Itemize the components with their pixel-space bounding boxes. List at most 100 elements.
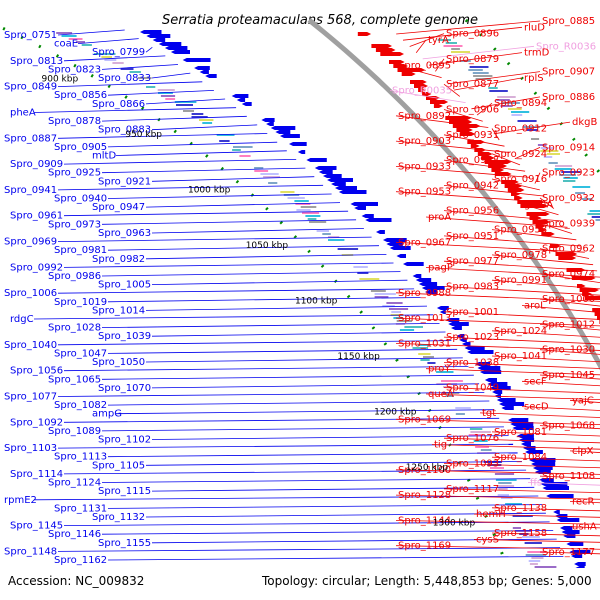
right-callout-line: [425, 368, 600, 376]
right-callout-line: [402, 26, 523, 41]
right-callout-line: [527, 482, 600, 486]
left-callout-line: [145, 98, 226, 105]
left-callout-line: [107, 504, 543, 509]
left-gene-label: Spro_1114: [10, 469, 63, 480]
right-callout-line: [395, 343, 600, 351]
left-gene-label: Spro_1162: [54, 555, 107, 566]
right-callout-line: [569, 450, 600, 453]
right-callout-line: [429, 52, 523, 66]
right-callout-line: [415, 39, 427, 53]
right-callout-line: [443, 83, 461, 97]
right-callout-line: [491, 507, 600, 512]
right-gene-label: Spro_0885: [542, 16, 595, 27]
left-gene-label: Spro_0813: [10, 56, 63, 67]
right-callout-line: [395, 166, 531, 178]
right-callout-line: [396, 20, 541, 35]
right-gene-label: Spro_1012: [542, 319, 595, 330]
left-callout-line: [101, 64, 179, 70]
right-gene-label: aroL: [524, 301, 546, 312]
right-gene-label: Spro_1031: [398, 338, 451, 349]
right-callout-line: [395, 115, 489, 128]
right-callout-line: [569, 399, 600, 403]
right-callout-line: [521, 406, 600, 411]
right-callout-line: [539, 475, 600, 479]
left-gene-label: Spro_0992: [10, 262, 63, 273]
ruler-label: 900 kbp: [42, 75, 79, 85]
left-gene-label: Spro_0751: [4, 30, 57, 41]
right-callout-line: [425, 267, 600, 278]
left-gene-label: Spro_1092: [10, 417, 63, 428]
left-gene-label: mltD: [92, 151, 116, 162]
right-callout-line: [395, 191, 550, 203]
left-gene-label: Spro_0905: [54, 142, 107, 153]
right-gene-label: Spro_0877: [446, 79, 499, 90]
left-gene-label: Spro_1056: [10, 366, 63, 377]
left-gene-label: rpmE2: [4, 495, 37, 506]
right-callout-line: [431, 444, 600, 450]
left-gene-label: Spro_1103: [4, 443, 57, 454]
right-gene-label: Spro_1081: [494, 427, 547, 438]
left-callout-line: [101, 115, 247, 122]
right-gene-label: Spro_1013: [398, 313, 451, 324]
left-gene-label: Spro_0887: [4, 133, 57, 144]
right-gene-label: Spro_0894: [494, 98, 547, 109]
left-gene-label: Spro_1131: [54, 503, 107, 514]
left-callout-line: [145, 254, 387, 260]
right-gene-label: Spro_0892: [398, 111, 451, 122]
left-gene-label: Spro_1113: [54, 452, 107, 463]
right-gene-label: gmhA: [524, 199, 553, 210]
right-gene-label: Spro_0932: [542, 193, 595, 204]
left-callout-line: [63, 159, 297, 165]
left-callout-line: [151, 228, 364, 234]
left-gene-label: rdgC: [10, 314, 34, 325]
right-gene-label: Spro_0951: [446, 231, 499, 242]
right-callout-line: [491, 355, 600, 363]
left-callout-line: [57, 81, 203, 87]
right-gene-label: rluD: [524, 22, 545, 33]
left-callout-line: [145, 46, 153, 53]
left-callout-line: [57, 133, 268, 139]
left-gene-label: Spro_0921: [98, 176, 151, 187]
right-callout-line: [491, 128, 500, 141]
right-callout-line: [491, 330, 600, 338]
left-gene-label: Spro_1115: [98, 486, 151, 497]
backbone-ring: [307, 18, 600, 371]
right-callout-line: [491, 456, 600, 462]
left-gene-label: Spro_1105: [92, 460, 145, 471]
right-callout-line: [443, 159, 526, 172]
left-gene-label: Spro_0849: [4, 82, 57, 93]
left-callout-line: [63, 521, 550, 526]
left-callout-line: [101, 530, 554, 535]
right-gene-label: Spro_0988: [398, 288, 451, 299]
ruler-label: 1150 kbp: [337, 352, 380, 362]
right-gene-label: Spro_0978: [494, 250, 547, 261]
right-gene-label: Spro_1041: [494, 351, 547, 362]
right-callout-line: [443, 286, 600, 296]
ruler-label: 1200 kbp: [374, 408, 417, 418]
right-callout-line: [443, 463, 600, 469]
right-gene-label: Spro_1030: [542, 345, 595, 356]
left-callout-line: [63, 210, 349, 217]
left-gene-label: Spro_0941: [4, 185, 57, 196]
left-callout-line: [101, 426, 504, 432]
right-callout-line: [539, 222, 573, 234]
right-callout-line: [447, 71, 541, 85]
left-gene-label: Spro_1132: [92, 512, 145, 523]
right-callout-line: [443, 488, 600, 494]
feature-band-outer: [437, 39, 600, 221]
left-gene-label: Spro_1014: [92, 305, 145, 316]
right-gene-label: Spro_1038: [446, 357, 499, 368]
right-gene-label: Spro_0895: [398, 60, 451, 71]
right-callout-line: [389, 90, 466, 103]
right-gene-label: Spro_0914: [542, 142, 595, 153]
right-callout-line: [443, 235, 581, 247]
right-callout-line: [395, 469, 600, 475]
right-callout-line: [491, 279, 600, 290]
left-callout-line: [107, 245, 380, 251]
left-gene-label: Spro_0833: [98, 73, 151, 84]
left-callout-line: [107, 90, 214, 96]
left-callout-line: [33, 107, 237, 113]
right-callout-line: [569, 501, 600, 504]
